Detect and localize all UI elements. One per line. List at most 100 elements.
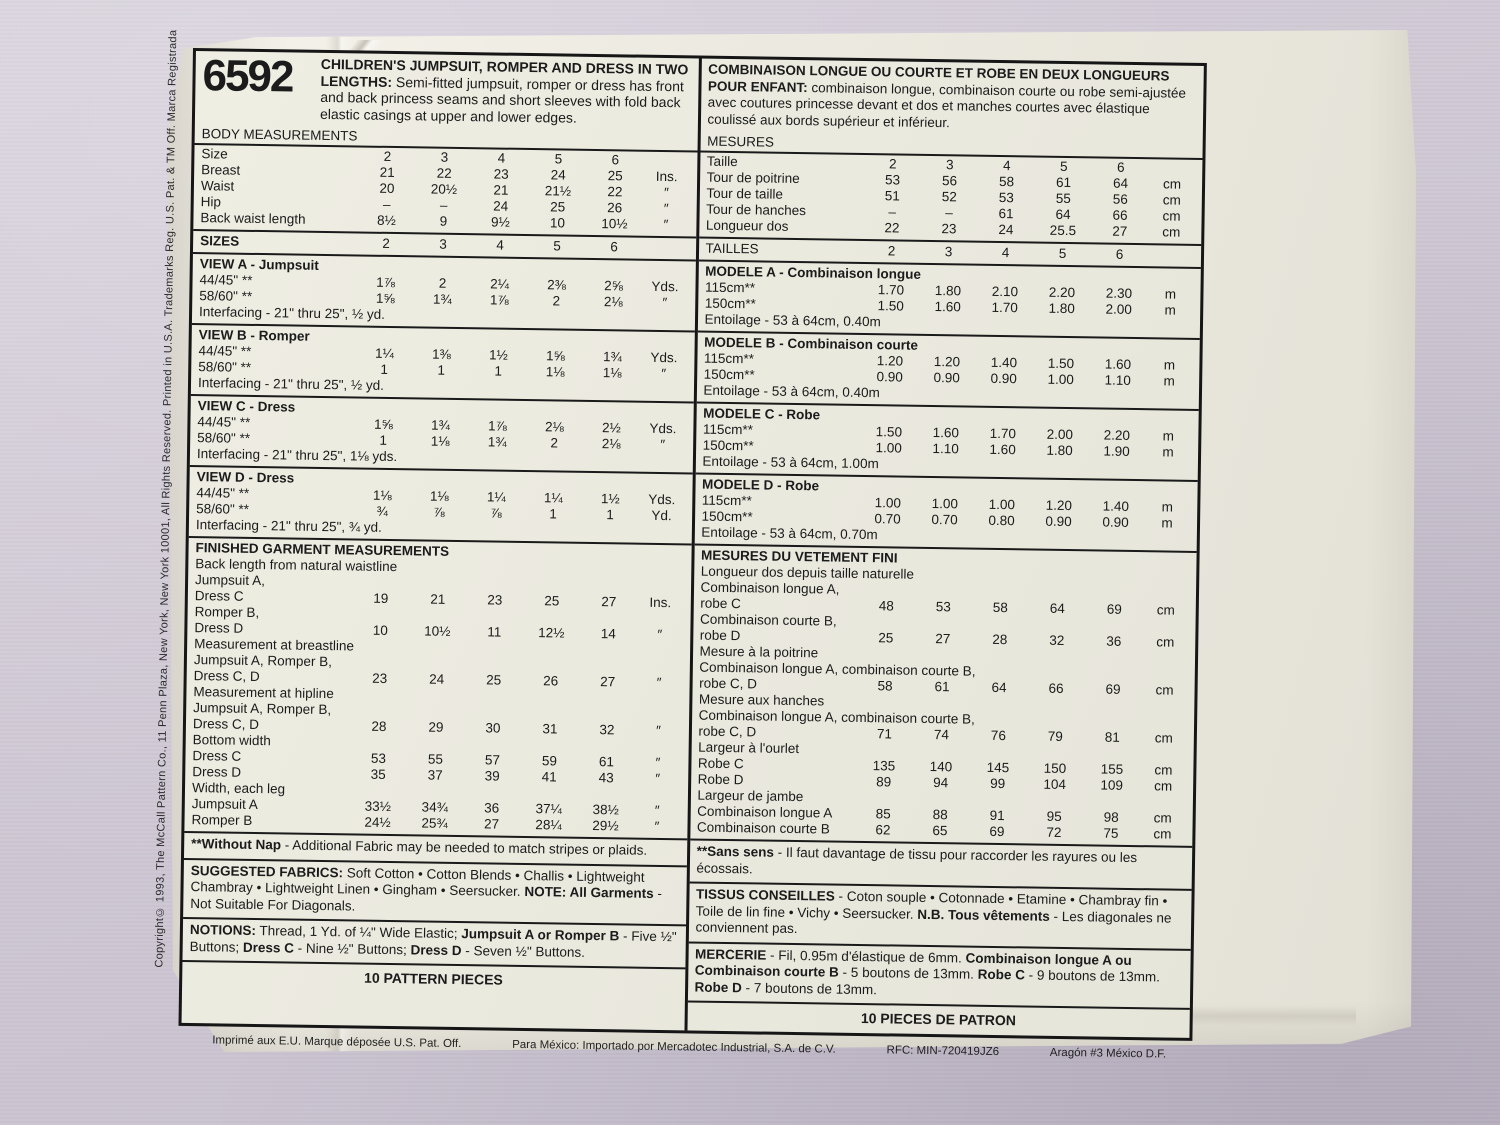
unit-cell: cm bbox=[1156, 634, 1175, 650]
value-cell: 28 bbox=[992, 631, 1008, 648]
row-label: Entoilage - 53 à 64cm, 1.00m bbox=[702, 453, 879, 472]
value-cell: 3 bbox=[439, 236, 447, 252]
value-cell: 1.60 bbox=[989, 441, 1016, 458]
finished-garment-measurements: FINISHED GARMENT MEASUREMENTS Back length… bbox=[184, 535, 692, 839]
unit-cell: ″ bbox=[663, 217, 669, 233]
value-cell: 1.00 bbox=[988, 496, 1016, 513]
value-cell: 2½ bbox=[601, 420, 621, 436]
english-header: 6592 CHILDREN'S JUMPSUIT, ROMPER AND DRE… bbox=[195, 51, 699, 131]
pattern-pieces: 10 PATTERN PIECES bbox=[182, 959, 685, 998]
view-b: VIEW B - Romper 44/45" ** 1¼ 1⅜ 1½ 1⅝ 1¾ Yds. 58… bbox=[190, 323, 695, 402]
value-cell: 64 bbox=[1049, 600, 1065, 616]
unit-cell: ″ bbox=[661, 365, 667, 382]
value-cell: 35 bbox=[370, 766, 386, 782]
unit-cell: cm bbox=[1156, 602, 1175, 618]
value-cell: 0.90 bbox=[933, 370, 960, 386]
unit-cell: cm bbox=[1154, 730, 1173, 746]
value-cell: 6 bbox=[610, 239, 618, 255]
value-cell: 99 bbox=[990, 775, 1006, 792]
body-measurements: BODY MEASUREMENTS Size 2 3 4 5 6 Breast 21 22 23 24… bbox=[193, 124, 698, 236]
view-c: VIEW C - Dress 44/45" ** 1⅝ 1¾ 1⅞ 2⅛ 2½ Yds. 58/… bbox=[189, 394, 694, 473]
value-cell: ⅞ bbox=[490, 505, 502, 521]
printed-sheet: Copyright© 1993, The McCall Pattern Co.,… bbox=[153, 30, 1207, 1061]
value-cell: 109 bbox=[1100, 777, 1124, 793]
value-cell: 20½ bbox=[430, 181, 458, 197]
row-label: Measurement at hipline bbox=[193, 684, 334, 702]
value-cell: 140 bbox=[929, 759, 953, 775]
english-title-block: CHILDREN'S JUMPSUIT, ROMPER AND DRESS IN… bbox=[320, 56, 691, 127]
value-cell: 28 bbox=[371, 718, 387, 734]
modele-d: MODELE D - Robe 115cm** 1.00 1.00 1.00 1.20 1.… bbox=[694, 472, 1198, 551]
unit-cell: ″ bbox=[655, 722, 661, 739]
value-cell: 61 bbox=[1055, 174, 1072, 191]
value-cell: 1.00 bbox=[875, 440, 902, 456]
value-cell: 76 bbox=[990, 727, 1007, 744]
value-cell: 61 bbox=[934, 679, 950, 695]
value-cell: 3 bbox=[440, 149, 449, 165]
unit-cell: cm bbox=[1154, 762, 1173, 778]
value-cell: 1.20 bbox=[876, 353, 904, 369]
row-label: Back length from natural waistline bbox=[195, 556, 398, 575]
value-cell: 61 bbox=[998, 205, 1014, 222]
pieces-count: 10 PATTERN PIECES bbox=[363, 969, 503, 988]
value-cell: 150 bbox=[1043, 760, 1067, 777]
value-cell: 72 bbox=[1046, 824, 1062, 840]
value-cell: 1.00 bbox=[931, 496, 959, 512]
value-cell: 1 bbox=[549, 506, 557, 522]
unit-cell: ″ bbox=[654, 818, 660, 835]
unit-cell: ″ bbox=[654, 802, 660, 819]
value-cell: 98 bbox=[1103, 809, 1119, 825]
value-cell: 24 bbox=[429, 671, 445, 687]
unit-cell: Yds. bbox=[648, 491, 676, 508]
value-cell: 26 bbox=[543, 673, 559, 689]
value-cell: 64 bbox=[991, 679, 1007, 696]
value-cell: 11 bbox=[487, 624, 502, 640]
value-cell: 2¼ bbox=[490, 276, 510, 292]
value-cell: 21 bbox=[430, 591, 446, 607]
value-cell: 12½ bbox=[538, 625, 565, 641]
unit-cell: cm bbox=[1155, 682, 1174, 698]
value-cell: 79 bbox=[1047, 728, 1064, 744]
value-cell: 1.10 bbox=[932, 441, 959, 457]
value-cell: 62 bbox=[875, 822, 891, 838]
value-cell: 135 bbox=[872, 758, 896, 774]
value-cell: 104 bbox=[1043, 776, 1067, 793]
row-label: Largeur à l'ourlet bbox=[698, 739, 800, 757]
value-cell: 53 bbox=[370, 750, 387, 766]
value-cell: 1.80 bbox=[1046, 442, 1073, 459]
unit-cell: m bbox=[1163, 373, 1175, 389]
unit-cell: ″ bbox=[655, 770, 661, 787]
value-cell: 27 bbox=[600, 674, 616, 690]
row-label: Width, each leg bbox=[191, 780, 286, 797]
value-cell: 4 bbox=[497, 150, 506, 166]
value-cell: 27 bbox=[935, 631, 951, 647]
value-cell: 1 bbox=[437, 362, 446, 378]
value-cell: 2.20 bbox=[1048, 284, 1076, 301]
value-cell: 55 bbox=[1055, 190, 1071, 207]
row-label: Bottom width bbox=[192, 732, 271, 749]
value-cell: 6 bbox=[1116, 159, 1125, 175]
unit-cell bbox=[1148, 259, 1194, 260]
unit-cell: ″ bbox=[656, 674, 662, 691]
value-cell: 33½ bbox=[364, 798, 392, 815]
value-cell: 27 bbox=[601, 594, 617, 610]
value-cell: 2 bbox=[888, 156, 897, 172]
value-cell: 1.50 bbox=[1047, 355, 1075, 372]
value-cell: 2.10 bbox=[991, 283, 1019, 300]
value-cell: 1⅝ bbox=[545, 348, 565, 364]
value-cell: 1.60 bbox=[932, 425, 960, 441]
value-cell: 1½ bbox=[488, 347, 508, 363]
row-label: Entoilage - 53 à 64cm, 0.40m bbox=[703, 382, 880, 401]
value-cell: 39 bbox=[484, 768, 500, 784]
pieces-count: 10 PIECES DE PATRON bbox=[860, 1010, 1017, 1029]
value-cell: 145 bbox=[986, 759, 1010, 776]
value-cell: 2⅛ bbox=[603, 294, 623, 310]
value-cell: 2.30 bbox=[1105, 285, 1133, 301]
value-cell: 88 bbox=[932, 807, 948, 823]
row-label: Mesure à la poitrine bbox=[699, 643, 819, 661]
value-cell: 1.10 bbox=[1104, 372, 1131, 388]
value-cell: 22 bbox=[607, 184, 623, 200]
value-cell: 1⅛ bbox=[372, 487, 392, 503]
pieces-de-patron: 10 PIECES DE PATRON bbox=[686, 1000, 1190, 1038]
value-cell: – bbox=[888, 204, 897, 220]
